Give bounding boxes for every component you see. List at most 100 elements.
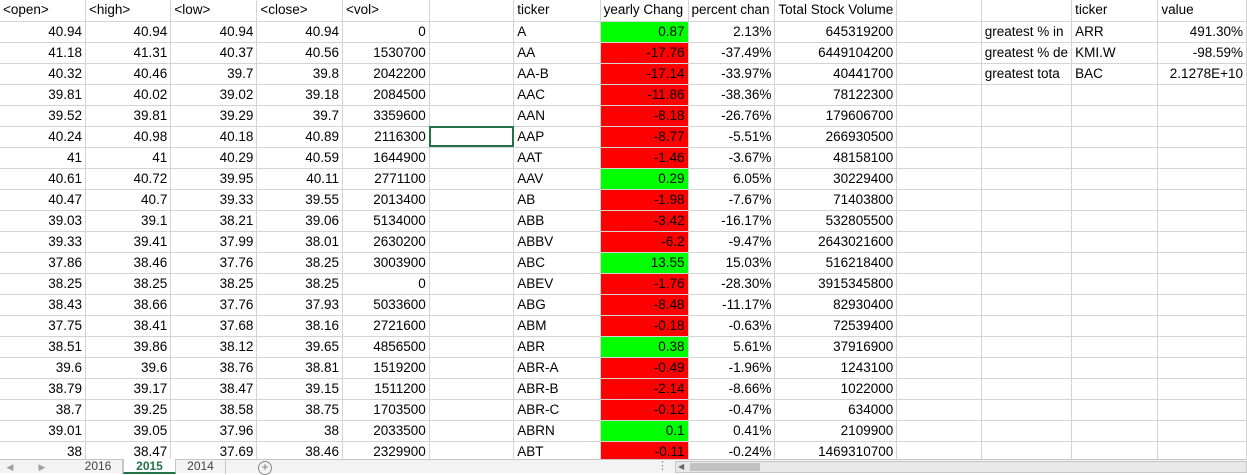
cell-yearly-change[interactable]: 13.55 <box>600 252 689 274</box>
cell-total-volume[interactable]: 1022000 <box>774 378 898 400</box>
cell-open[interactable]: 40.32 <box>0 63 86 85</box>
cell-vol[interactable]: 2084500 <box>342 84 430 106</box>
header-cell-vol[interactable]: <vol> <box>342 0 430 22</box>
cell-open[interactable]: 38.43 <box>0 294 86 316</box>
cell-ticker[interactable]: ABR-A <box>513 357 601 379</box>
cell-ticker[interactable]: AA-B <box>513 63 601 85</box>
cell-total-volume[interactable]: 40441700 <box>774 63 898 85</box>
cell-high[interactable]: 38.41 <box>85 315 172 337</box>
cell-high[interactable]: 39.17 <box>85 378 172 400</box>
cell-percent-change[interactable]: -3.67% <box>688 147 776 169</box>
cell-low[interactable]: 37.76 <box>170 252 258 274</box>
cell-open[interactable]: 38.51 <box>0 336 86 358</box>
cell-total-volume[interactable]: 266930500 <box>774 126 898 148</box>
cell-summary-label[interactable] <box>981 420 1073 442</box>
cell-total-volume[interactable]: 516218400 <box>774 252 898 274</box>
cell-summary-label[interactable] <box>981 231 1073 253</box>
cell-summary-ticker[interactable] <box>1071 315 1159 337</box>
cell-low[interactable]: 40.29 <box>170 147 258 169</box>
cell-vol[interactable]: 2630200 <box>342 231 430 253</box>
cell-blank-f[interactable] <box>429 147 515 169</box>
horizontal-scrollbar[interactable]: ◀ <box>675 461 1247 473</box>
cell-low[interactable]: 37.68 <box>170 315 258 337</box>
cell-close[interactable]: 39.18 <box>256 84 343 106</box>
cell-yearly-change[interactable]: -6.2 <box>600 231 689 253</box>
cell-blank-k[interactable] <box>896 42 982 64</box>
cell-summary-ticker[interactable] <box>1071 399 1159 421</box>
cell-summary-value[interactable] <box>1157 420 1247 442</box>
cell-low[interactable]: 37.76 <box>170 294 258 316</box>
cell-yearly-change[interactable]: -17.76 <box>600 42 689 64</box>
cell-ticker[interactable]: AAP <box>513 126 601 148</box>
cell-open[interactable]: 39.52 <box>0 105 86 127</box>
cell-open[interactable]: 38.25 <box>0 273 86 295</box>
cell-blank-f[interactable] <box>429 189 515 211</box>
cell-summary-ticker[interactable] <box>1071 336 1159 358</box>
sheet-tab-2016[interactable]: 2016 <box>74 459 123 474</box>
cell-blank-f[interactable] <box>429 231 515 253</box>
cell-ticker[interactable]: AAT <box>513 147 601 169</box>
cell-summary-label[interactable] <box>981 210 1073 232</box>
cell-blank-k[interactable] <box>896 168 982 190</box>
cell-summary-value[interactable] <box>1157 336 1247 358</box>
cell-close[interactable]: 40.11 <box>256 168 343 190</box>
cell-yearly-change[interactable]: -2.14 <box>600 378 689 400</box>
cell-open[interactable]: 40.24 <box>0 126 86 148</box>
cell-total-volume[interactable]: 82930400 <box>774 294 898 316</box>
cell-open[interactable]: 39.03 <box>0 210 86 232</box>
cell-summary-value[interactable] <box>1157 252 1247 274</box>
cell-summary-label[interactable]: greatest % in <box>981 21 1073 43</box>
cell-close[interactable]: 38.81 <box>256 357 343 379</box>
cell-percent-change[interactable]: 15.03% <box>688 252 776 274</box>
cell-vol[interactable]: 1703500 <box>342 399 430 421</box>
cell-blank-k[interactable] <box>896 105 982 127</box>
cell-yearly-change[interactable]: -8.77 <box>600 126 689 148</box>
cell-summary-ticker[interactable]: ARR <box>1071 21 1159 43</box>
cell-blank-f[interactable] <box>429 84 515 106</box>
cell-vol[interactable]: 3359600 <box>342 105 430 127</box>
cell-close[interactable]: 40.59 <box>256 147 343 169</box>
cell-summary-ticker[interactable]: KMI.W <box>1071 42 1159 64</box>
cell-percent-change[interactable]: -5.51% <box>688 126 776 148</box>
cell-blank-k[interactable] <box>896 336 982 358</box>
cell-close[interactable]: 40.89 <box>256 126 343 148</box>
cell-high[interactable]: 39.25 <box>85 399 172 421</box>
cell-percent-change[interactable]: -26.76% <box>688 105 776 127</box>
cell-ticker[interactable]: ABEV <box>513 273 601 295</box>
cell-percent-change[interactable]: -1.96% <box>688 357 776 379</box>
cell-total-volume[interactable]: 2109900 <box>774 420 898 442</box>
cell-vol[interactable]: 2013400 <box>342 189 430 211</box>
cell-summary-ticker[interactable] <box>1071 84 1159 106</box>
cell-summary-value[interactable] <box>1157 105 1247 127</box>
cell-low[interactable]: 37.96 <box>170 420 258 442</box>
cell-close[interactable]: 38.25 <box>256 273 343 295</box>
cell-high[interactable]: 38.46 <box>85 252 172 274</box>
cell-high[interactable]: 40.94 <box>85 21 172 43</box>
header-cell-yearly-change[interactable]: yearly Chang <box>600 0 689 22</box>
cell-low[interactable]: 38.12 <box>170 336 258 358</box>
cell-close[interactable]: 37.93 <box>256 294 343 316</box>
cell-percent-change[interactable]: -33.97% <box>688 63 776 85</box>
cell-blank-f[interactable] <box>429 105 515 127</box>
cell-blank-f[interactable] <box>429 273 515 295</box>
cell-high[interactable]: 38.25 <box>85 273 172 295</box>
cell-high[interactable]: 40.72 <box>85 168 172 190</box>
cell-summary-value[interactable]: 491.30% <box>1157 21 1247 43</box>
cell-low[interactable]: 39.95 <box>170 168 258 190</box>
cell-summary-ticker[interactable] <box>1071 231 1159 253</box>
cell-high[interactable]: 40.98 <box>85 126 172 148</box>
cell-open[interactable]: 41 <box>0 147 86 169</box>
cell-low[interactable]: 40.37 <box>170 42 258 64</box>
cell-low[interactable]: 39.02 <box>170 84 258 106</box>
cell-summary-value[interactable] <box>1157 210 1247 232</box>
cell-summary-label[interactable] <box>981 399 1073 421</box>
cell-blank-f[interactable] <box>429 21 515 43</box>
cell-close[interactable]: 38.01 <box>256 231 343 253</box>
cell-blank-k[interactable] <box>896 231 982 253</box>
cell-vol[interactable]: 0 <box>342 273 430 295</box>
cell-summary-label[interactable] <box>981 252 1073 274</box>
cell-summary-ticker[interactable] <box>1071 168 1159 190</box>
cell-close[interactable]: 38.25 <box>256 252 343 274</box>
cell-vol[interactable]: 2721600 <box>342 315 430 337</box>
cell-ticker[interactable]: ABC <box>513 252 601 274</box>
